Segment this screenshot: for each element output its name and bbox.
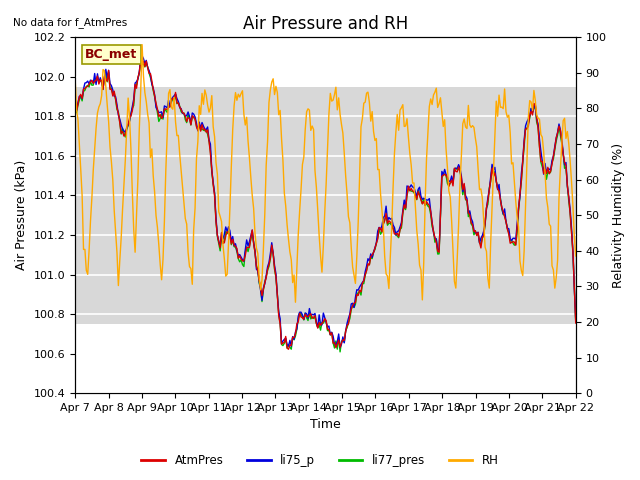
Title: Air Pressure and RH: Air Pressure and RH <box>243 15 408 33</box>
Y-axis label: Air Pressure (kPa): Air Pressure (kPa) <box>15 160 28 270</box>
Text: BC_met: BC_met <box>85 48 138 61</box>
X-axis label: Time: Time <box>310 419 341 432</box>
Bar <box>75 87 576 324</box>
Legend: AtmPres, li75_p, li77_pres, RH: AtmPres, li75_p, li77_pres, RH <box>137 449 503 472</box>
Text: No data for f_AtmPres: No data for f_AtmPres <box>13 17 127 28</box>
Y-axis label: Relativity Humidity (%): Relativity Humidity (%) <box>612 143 625 288</box>
